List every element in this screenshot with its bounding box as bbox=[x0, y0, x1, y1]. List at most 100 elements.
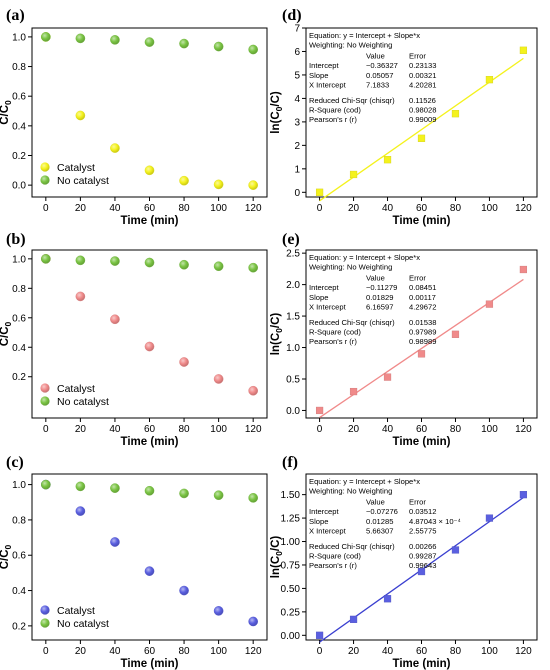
y-axis-label-tail: /C) bbox=[270, 536, 282, 552]
y-axis-label-main: C/C bbox=[0, 326, 11, 346]
fit-row-intercept-error: 0.03512 bbox=[409, 507, 436, 516]
data-point bbox=[179, 585, 189, 596]
x-tick-label: 20 bbox=[75, 424, 87, 435]
fit-header-error: Error bbox=[409, 498, 426, 507]
fit-row-x-intercept-error: 4.20281 bbox=[409, 80, 436, 89]
x-tick-label: 80 bbox=[178, 203, 190, 214]
x-tick-label: 0 bbox=[43, 203, 49, 214]
x-tick-label: 40 bbox=[382, 646, 394, 657]
data-point bbox=[451, 546, 460, 554]
fit-row-intercept-error: 0.08451 bbox=[409, 283, 436, 292]
y-axis-label-sub: 0 bbox=[3, 321, 13, 326]
y-tick-label: 0.2 bbox=[12, 151, 26, 162]
fit-row-slope-label: Slope bbox=[309, 517, 328, 526]
data-point bbox=[179, 357, 189, 367]
legend-label: Catalyst bbox=[57, 605, 95, 617]
y-axis-label: ln(C0/C) bbox=[270, 536, 284, 579]
fit-row-chisqr-label: Reduced Chi-Sqr (chisqr) bbox=[309, 96, 395, 105]
x-tick-label: 120 bbox=[515, 424, 532, 435]
data-point bbox=[213, 606, 224, 616]
x-tick-label: 20 bbox=[75, 646, 87, 657]
y-tick-label: 0.6 bbox=[12, 92, 26, 103]
data-point bbox=[248, 385, 258, 396]
fit-row-slope-error: 0.00117 bbox=[409, 293, 436, 302]
fit-row-x-intercept-label: X Intercept bbox=[309, 526, 347, 535]
y-tick-label: 1.0 bbox=[12, 480, 26, 491]
panel-label: (c) bbox=[6, 454, 24, 471]
y-tick-label: 0.25 bbox=[281, 607, 301, 618]
data-point bbox=[451, 110, 460, 118]
x-tick-label: 80 bbox=[450, 203, 462, 214]
fit-row-pearson-value: 0.99009 bbox=[409, 115, 436, 124]
data-point bbox=[417, 134, 426, 142]
fit-row-r-square-value: 0.99287 bbox=[409, 551, 436, 560]
fit-row-chisqr-value: 0.00266 bbox=[409, 542, 436, 551]
fit-row-slope-label: Slope bbox=[309, 293, 328, 302]
data-point bbox=[315, 406, 324, 415]
fit-row-pearson-label: Pearson's r (r) bbox=[309, 561, 357, 570]
chart-panel: (c) 0 20 40 60 80 100 120 0.2 0.4 0.6 0.8 1.0 Time (m… bbox=[0, 454, 268, 670]
x-tick-label: 100 bbox=[210, 203, 227, 214]
x-tick-label: 80 bbox=[178, 646, 190, 657]
fit-header-value: Value bbox=[366, 274, 385, 283]
x-axis-label: Time (min) bbox=[121, 658, 179, 670]
data-point bbox=[519, 265, 528, 274]
data-point bbox=[110, 314, 120, 325]
y-axis-label-sub: 0 bbox=[3, 544, 13, 549]
data-point bbox=[315, 631, 324, 639]
data-point bbox=[179, 259, 189, 270]
fit-row-x-intercept-label: X Intercept bbox=[309, 80, 347, 89]
fit-weighting: Weighting: No Weighting bbox=[309, 263, 392, 272]
fit-equation: Equation: y = Intercept + Slope*x bbox=[309, 253, 420, 262]
fit-row-intercept-value: −0.07276 bbox=[366, 507, 398, 516]
legend-label: Catalyst bbox=[57, 383, 95, 395]
y-tick-label: 0.4 bbox=[12, 343, 26, 354]
data-point bbox=[213, 490, 224, 500]
legend-marker bbox=[40, 175, 50, 185]
x-axis-label: Time (min) bbox=[121, 215, 179, 227]
panel-label: (e) bbox=[282, 231, 300, 248]
x-tick-label: 20 bbox=[348, 203, 360, 214]
y-tick-label: 0.0 bbox=[12, 181, 26, 192]
data-point bbox=[349, 170, 358, 179]
legend-label: No catalyst bbox=[57, 396, 109, 408]
y-axis-label: C/C0 bbox=[0, 544, 13, 569]
y-axis-label-tail: /C) bbox=[270, 313, 282, 329]
data-point bbox=[75, 481, 86, 492]
fit-row-intercept-label: Intercept bbox=[309, 507, 339, 516]
legend-label: No catalyst bbox=[57, 618, 109, 630]
data-point bbox=[110, 35, 120, 45]
x-tick-label: 60 bbox=[416, 424, 428, 435]
fit-row-intercept-label: Intercept bbox=[309, 61, 339, 70]
data-point bbox=[248, 493, 258, 503]
fit-equation: Equation: y = Intercept + Slope*x bbox=[309, 31, 420, 40]
data-point bbox=[519, 491, 528, 499]
x-tick-label: 120 bbox=[245, 424, 262, 435]
data-point bbox=[485, 514, 494, 522]
data-point bbox=[144, 485, 155, 496]
data-point bbox=[213, 374, 224, 384]
x-tick-label: 100 bbox=[210, 424, 227, 435]
y-axis-label-tail: /C) bbox=[270, 91, 282, 107]
data-point bbox=[144, 341, 155, 352]
fit-table: Equation: y = Intercept + Slope*xWeighti… bbox=[309, 31, 436, 124]
y-tick-label: 0.00 bbox=[281, 631, 301, 642]
y-tick-label: 0.2 bbox=[12, 372, 26, 383]
data-point bbox=[110, 143, 120, 153]
x-tick-label: 0 bbox=[43, 424, 49, 435]
y-axis-label-sub: 0 bbox=[274, 551, 284, 556]
data-point bbox=[519, 46, 528, 54]
data-point bbox=[144, 566, 155, 576]
data-point bbox=[315, 188, 324, 196]
legend-marker bbox=[40, 383, 50, 393]
legend-marker bbox=[40, 605, 50, 615]
fit-row-x-intercept-error: 2.55775 bbox=[409, 526, 436, 535]
fit-row-x-intercept-error: 4.29672 bbox=[409, 302, 436, 311]
data-point bbox=[383, 595, 392, 603]
data-point bbox=[417, 567, 426, 576]
data-point bbox=[451, 330, 460, 338]
fit-row-pearson-value: 0.99643 bbox=[409, 561, 436, 570]
x-tick-label: 120 bbox=[515, 646, 532, 657]
